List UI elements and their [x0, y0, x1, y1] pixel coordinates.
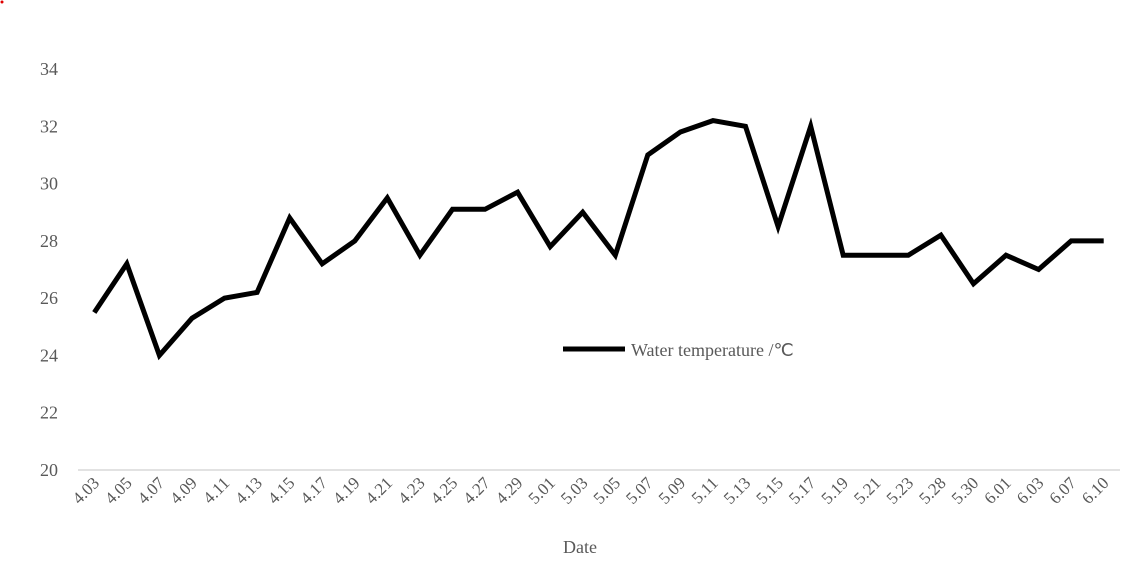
x-tick-label: 4.13 — [231, 473, 265, 507]
x-tick-label: 6.03 — [1013, 473, 1047, 507]
x-tick-label: 5.07 — [622, 473, 657, 508]
x-tick-label: 5.05 — [590, 473, 624, 507]
x-tick-label: 5.17 — [785, 473, 820, 508]
legend: Water temperature /℃ — [563, 340, 794, 360]
x-tick-label: 5.21 — [850, 473, 884, 507]
x-tick-label: 5.28 — [915, 473, 949, 507]
x-tick-label: 4.09 — [166, 473, 200, 507]
x-tick-label: 4.21 — [362, 473, 396, 507]
x-tick-label: 5.15 — [752, 473, 786, 507]
x-tick-label: 4.17 — [297, 473, 332, 508]
y-tick-label: 26 — [40, 288, 58, 308]
x-tick-label: 4.25 — [427, 473, 461, 507]
x-tick-label: 6.10 — [1078, 473, 1112, 507]
x-tick-label: 4.05 — [101, 473, 135, 507]
x-tick-label: 4.29 — [492, 473, 526, 507]
marker-dot — [0, 0, 4, 4]
x-tick-label: 5.13 — [720, 473, 754, 507]
x-tick-label: 6.01 — [980, 473, 1014, 507]
x-tick-label: 5.30 — [948, 473, 982, 507]
x-tick-label: 6.07 — [1046, 473, 1081, 508]
x-tick-label: 5.03 — [557, 473, 591, 507]
x-tick-label: 4.11 — [199, 473, 233, 507]
y-tick-label: 30 — [40, 174, 58, 194]
legend-label: Water temperature /℃ — [631, 340, 794, 360]
x-tick-label: 4.27 — [459, 473, 494, 508]
x-tick-label: 4.23 — [394, 473, 428, 507]
x-tick-label: 5.19 — [818, 473, 852, 507]
x-tick-label: 4.03 — [69, 473, 103, 507]
series-line — [92, 117, 1104, 361]
x-tick-label: 4.15 — [264, 473, 298, 507]
x-tick-label: 4.07 — [134, 473, 169, 508]
x-tick-label: 5.09 — [655, 473, 689, 507]
x-axis-title: Date — [563, 537, 597, 557]
y-tick-label: 22 — [40, 403, 58, 423]
y-tick-label: 32 — [40, 116, 58, 136]
y-tick-label: 24 — [40, 345, 58, 365]
y-tick-label: 20 — [40, 460, 58, 480]
y-tick-label: 34 — [40, 59, 58, 79]
x-tick-label: 5.23 — [883, 473, 917, 507]
x-tick-label: 4.19 — [329, 473, 363, 507]
x-tick-label: 5.11 — [688, 473, 722, 507]
x-tick-label: 5.01 — [525, 473, 559, 507]
y-tick-label: 28 — [40, 231, 58, 251]
